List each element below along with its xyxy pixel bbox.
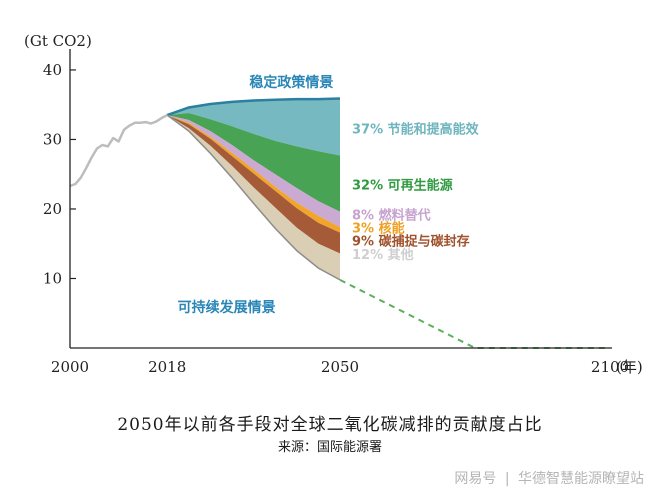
stated-policies-label: 稳定政策情景: [249, 74, 333, 91]
band-5: [167, 115, 340, 254]
x-axis-label: (年): [616, 358, 643, 376]
caption-title: 2050年以前各手段对全球二氧化碳减排的贡献度占比: [117, 415, 543, 435]
x-tick-label-2050: 2050: [321, 358, 359, 376]
band-4: [167, 115, 340, 233]
footer-brand: 网易号: [454, 471, 497, 487]
series-label-5: 9% 碳捕捉与碳封存: [352, 233, 470, 249]
x-tick-label-2018: 2018: [148, 358, 186, 376]
band-3: [167, 115, 340, 227]
sustainable-label: 可持续发展情景: [178, 299, 276, 316]
emissions-chart: 10 20 30 40 2000 2018 2050 2100 (Gt CO2) (年) 稳定政策情…: [24, 32, 643, 376]
series-label-2: 32% 可再生能源: [352, 178, 453, 194]
series-label-1: 37% 节能和提高能效: [352, 121, 480, 137]
footer-account: 华德智慧能源瞭望站: [518, 471, 644, 487]
y-axis-label: (Gt CO2): [24, 32, 92, 50]
y-tick-label-20: 20: [43, 200, 62, 218]
x-tick-label-2100: 2100: [591, 358, 629, 376]
y-tick-label-40: 40: [43, 61, 62, 79]
caption-source: 来源：国际能源署: [277, 440, 382, 455]
stated-policies-line: [166, 97, 341, 117]
band-1: [167, 98, 340, 156]
band-2: [167, 113, 340, 212]
y-tick-label-10: 10: [43, 269, 62, 287]
x-tick-label-2000: 2000: [51, 358, 89, 376]
series-label-4: 3% 核能: [352, 221, 405, 237]
series-label-6: 12% 其他: [352, 247, 414, 263]
footer-separator: |: [504, 471, 510, 487]
projection-dashed-line: [339, 279, 610, 349]
y-tick-label-30: 30: [43, 130, 62, 148]
band-6: [167, 115, 340, 280]
sustainable-line: [166, 114, 341, 281]
series-label-3: 8% 燃料替代: [352, 208, 431, 224]
footer-watermark: 网易号 | 华德智慧能源瞭望站: [0, 456, 660, 496]
historical-line: [69, 113, 168, 188]
